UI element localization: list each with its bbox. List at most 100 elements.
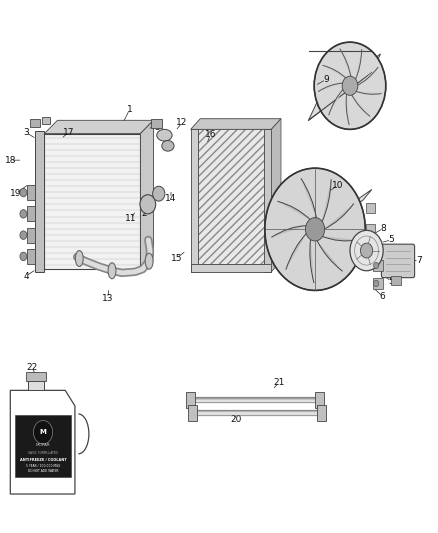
Circle shape [20, 188, 27, 197]
Circle shape [314, 42, 386, 130]
PathPatch shape [310, 238, 314, 283]
Bar [191, 130, 198, 272]
Polygon shape [44, 120, 153, 134]
Text: 20: 20 [230, 415, 241, 424]
Text: 7: 7 [416, 256, 422, 264]
Bar [373, 278, 383, 289]
PathPatch shape [328, 88, 344, 115]
PathPatch shape [301, 179, 317, 219]
PathPatch shape [318, 83, 344, 92]
Ellipse shape [75, 251, 83, 266]
Circle shape [20, 209, 27, 218]
PathPatch shape [286, 233, 307, 270]
PathPatch shape [346, 93, 349, 125]
Text: 9: 9 [323, 75, 329, 84]
Bar [315, 392, 324, 408]
Bar [30, 119, 40, 127]
Bar [44, 134, 141, 269]
PathPatch shape [317, 240, 343, 271]
Polygon shape [28, 381, 44, 390]
Bar [27, 185, 35, 200]
Bar [265, 130, 272, 272]
Circle shape [140, 195, 155, 214]
Polygon shape [191, 119, 281, 130]
Text: M: M [39, 429, 46, 435]
Text: 22: 22 [27, 363, 38, 372]
Bar [366, 245, 375, 256]
Circle shape [374, 280, 379, 287]
Bar [198, 130, 265, 264]
PathPatch shape [355, 91, 381, 94]
Text: 2: 2 [141, 209, 147, 218]
Text: DO NOT ADD WATER: DO NOT ADD WATER [28, 469, 58, 473]
Text: 5 YEAR / 100,000 MILE: 5 YEAR / 100,000 MILE [26, 464, 60, 468]
Circle shape [20, 231, 27, 239]
Bar [186, 392, 195, 408]
Text: 11: 11 [125, 214, 137, 223]
PathPatch shape [322, 66, 347, 79]
Text: 10: 10 [332, 181, 343, 190]
Ellipse shape [108, 263, 116, 279]
Text: SA/SC FORMULATED: SA/SC FORMULATED [28, 451, 58, 455]
Circle shape [305, 217, 325, 241]
Polygon shape [11, 390, 75, 494]
Text: 4: 4 [23, 272, 29, 280]
Circle shape [360, 243, 373, 258]
Circle shape [265, 168, 365, 290]
PathPatch shape [357, 67, 378, 86]
Text: MOPAR: MOPAR [35, 443, 50, 447]
Circle shape [20, 252, 27, 261]
Bar [366, 203, 375, 213]
Circle shape [350, 230, 383, 271]
Text: 18: 18 [4, 156, 16, 165]
Bar [317, 405, 326, 421]
Ellipse shape [162, 141, 174, 151]
Bar [27, 228, 35, 243]
PathPatch shape [355, 49, 362, 80]
Circle shape [152, 186, 165, 201]
Polygon shape [308, 54, 381, 120]
Text: 5: 5 [389, 277, 394, 286]
Polygon shape [141, 120, 153, 269]
Circle shape [374, 262, 379, 269]
PathPatch shape [324, 204, 354, 229]
Bar [27, 249, 35, 264]
Bar [151, 119, 162, 128]
Ellipse shape [157, 130, 172, 141]
Text: ANTIFREEZE / COOLANT: ANTIFREEZE / COOLANT [20, 458, 67, 462]
Circle shape [342, 76, 358, 95]
Text: 21: 21 [274, 378, 285, 387]
Text: 15: 15 [170, 254, 182, 263]
Bar [373, 260, 383, 271]
Circle shape [33, 421, 53, 444]
Bar [366, 224, 375, 235]
Bar [26, 372, 46, 381]
Text: 8: 8 [380, 224, 386, 233]
Text: 1: 1 [127, 105, 132, 114]
Bar [391, 276, 401, 285]
Text: 17: 17 [63, 128, 74, 137]
Polygon shape [272, 119, 281, 272]
Text: 13: 13 [102, 294, 113, 303]
PathPatch shape [351, 94, 370, 116]
PathPatch shape [322, 179, 331, 222]
Text: 19: 19 [10, 189, 22, 198]
FancyBboxPatch shape [381, 244, 415, 278]
Text: 6: 6 [380, 292, 385, 301]
Bar [35, 131, 44, 272]
Bar [188, 405, 197, 421]
PathPatch shape [322, 236, 358, 241]
Text: 5: 5 [389, 236, 394, 245]
Bar [42, 117, 50, 124]
Bar [27, 206, 35, 221]
PathPatch shape [340, 49, 351, 78]
PathPatch shape [272, 225, 307, 237]
Ellipse shape [145, 253, 153, 269]
Text: 3: 3 [23, 128, 29, 137]
Text: 16: 16 [205, 130, 216, 139]
Polygon shape [261, 189, 372, 272]
PathPatch shape [277, 201, 311, 220]
Bar [191, 264, 272, 272]
Bar [14, 415, 71, 477]
Text: 3: 3 [154, 123, 160, 132]
